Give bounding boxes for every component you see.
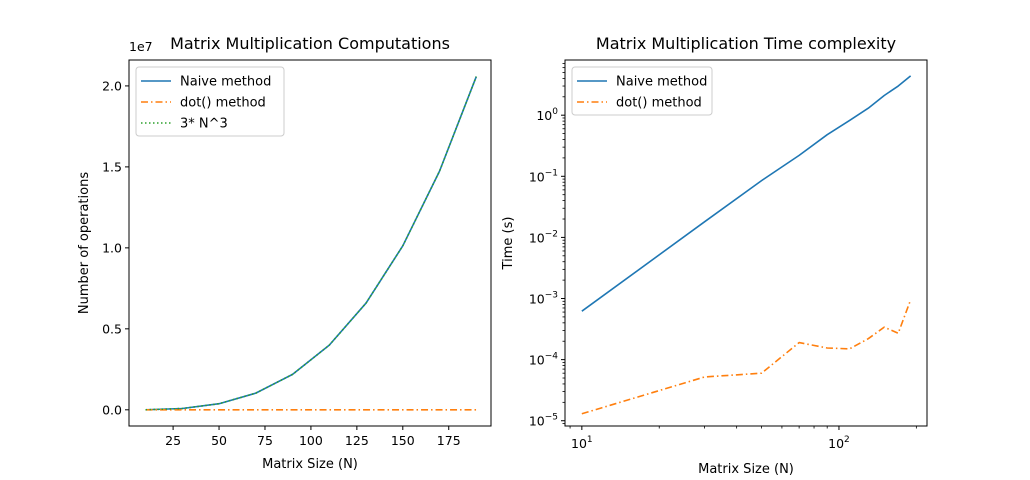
chart-title: Matrix Multiplication Time complexity: [596, 34, 896, 53]
legend-label-1: dot() method: [616, 96, 702, 111]
legend-label-0: Naive method: [616, 75, 707, 90]
y-tick-label: 10−3: [529, 291, 558, 307]
x-tick-label: 125: [345, 433, 369, 448]
x-tick-label: 50: [211, 433, 227, 448]
y-tick-label: 10−2: [529, 229, 558, 245]
chart-computations: Matrix Multiplication Computations Matri…: [77, 34, 492, 472]
y-tick-label: 2.0: [102, 78, 122, 93]
x-tick-label: 175: [437, 433, 461, 448]
y-tick-label: 1.5: [102, 159, 122, 174]
x-axis-label: Matrix Size (N): [698, 462, 794, 477]
legend: Naive method dot() method 3* N^3: [135, 66, 285, 137]
plot-area: [581, 75, 912, 415]
legend-label-0: Naive method: [180, 75, 271, 90]
y-axis-label: Time (s): [501, 217, 516, 271]
axis-ticks: 101 102 10−5 10−4 10−3 10−2 10−1 100: [529, 63, 917, 451]
legend-frame: [135, 66, 285, 137]
y-tick-label: 10−5: [529, 413, 558, 429]
x-tick-label: 25: [165, 433, 181, 448]
legend-label-1: dot() method: [180, 96, 266, 111]
y-tick-label: 10−4: [529, 352, 558, 368]
legend-label-2: 3* N^3: [180, 117, 228, 132]
y-tick-label: 100: [536, 107, 558, 123]
y-tick-label: 0.5: [102, 321, 122, 336]
series-line-0: [581, 75, 912, 312]
y-tick-label: 1.0: [102, 240, 122, 255]
legend-frame: [571, 66, 713, 116]
chart-time-complexity: Matrix Multiplication Time complexity Ma…: [501, 34, 928, 477]
y-tick-label: 0.0: [102, 402, 122, 417]
axis-ticks: 25 50 75 100 125 150 175 0.0 0.5 1.0 1.5 2.0: [102, 78, 461, 448]
y-tick-label: 10−1: [529, 168, 558, 184]
x-axis-label: Matrix Size (N): [262, 457, 358, 472]
axes-frame: [128, 59, 492, 427]
x-tick-label: 100: [299, 433, 323, 448]
plot-area: [145, 76, 478, 411]
legend: Naive method dot() method: [571, 66, 713, 116]
x-tick-label: 101: [571, 435, 593, 451]
x-tick-label: 102: [828, 435, 850, 451]
series-line-2: [145, 76, 478, 411]
x-tick-label: 75: [257, 433, 273, 448]
x-tick-label: 150: [391, 433, 415, 448]
y-offset-label: 1e7: [129, 39, 153, 54]
axes-frame: [564, 59, 928, 427]
chart-title: Matrix Multiplication Computations: [170, 34, 450, 53]
y-axis-label: Number of operations: [77, 172, 92, 314]
